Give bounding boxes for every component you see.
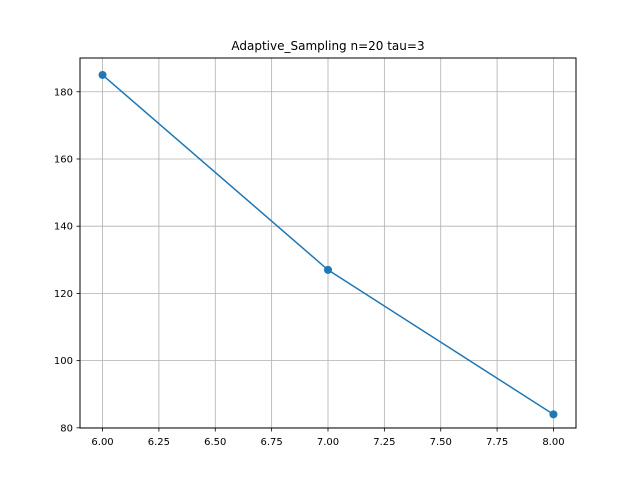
y-tick-label: 180 — [54, 87, 73, 98]
series-group — [98, 70, 558, 419]
y-axis: 80 100 120 140 160 180 — [54, 87, 80, 434]
x-tick-label: 7.50 — [430, 437, 452, 448]
y-tick-label: 120 — [54, 289, 73, 300]
x-tick-label: 6.50 — [204, 437, 226, 448]
x-tick-label: 7.00 — [317, 437, 339, 448]
x-tick-label: 7.25 — [373, 437, 395, 448]
x-tick-label: 6.75 — [261, 437, 283, 448]
x-tick-label: 6.00 — [91, 437, 113, 448]
x-axis: 6.00 6.25 6.50 6.75 7.00 7.25 7.50 7.75 8.00 — [91, 428, 565, 448]
y-tick-label: 100 — [54, 356, 73, 367]
data-point-marker — [549, 410, 558, 419]
chart-title: Adaptive_Sampling n=20 tau=3 — [231, 39, 424, 53]
x-tick-label: 8.00 — [542, 437, 564, 448]
x-tick-label: 7.75 — [486, 437, 508, 448]
y-tick-label: 140 — [54, 222, 73, 233]
data-point-marker — [98, 70, 107, 79]
y-tick-label: 160 — [54, 154, 73, 165]
x-tick-label: 6.25 — [148, 437, 170, 448]
y-tick-label: 80 — [60, 423, 73, 434]
data-point-marker — [324, 265, 332, 274]
